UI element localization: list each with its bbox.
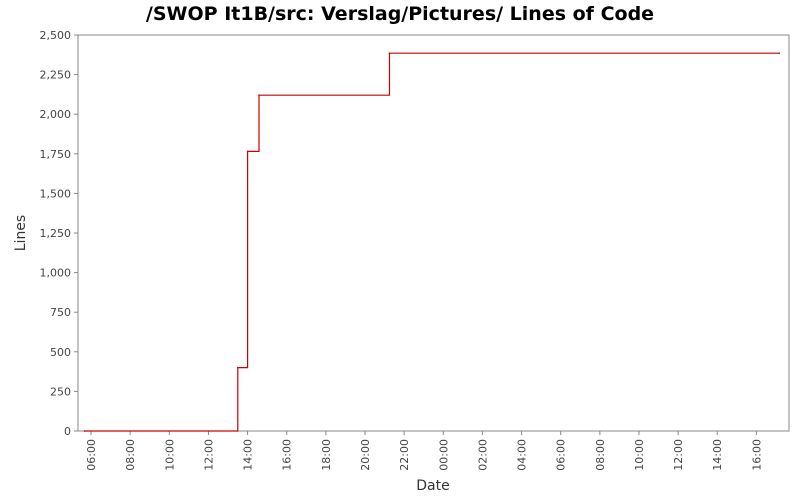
y-tick-label: 500 <box>50 346 71 359</box>
plot-area <box>77 34 790 432</box>
y-tick-label: 250 <box>50 385 71 398</box>
x-tick-label: 14:00 <box>711 439 724 471</box>
y-axis-label: Lines <box>13 215 29 251</box>
x-tick-label: 08:00 <box>594 439 607 471</box>
x-tick-label: 08:00 <box>124 439 137 471</box>
x-tick-label: 12:00 <box>202 439 215 471</box>
x-tick-label: 10:00 <box>633 439 646 471</box>
data-point <box>237 366 239 369</box>
series-layer <box>83 52 781 432</box>
chart-title: /SWOP It1B/src: Verslag/Pictures/ Lines … <box>146 3 654 25</box>
data-point <box>258 94 260 96</box>
data-point <box>83 430 86 432</box>
y-axis: 0 250 500 750 1,000 1,250 1,500 1,750 2,000 2,250… <box>40 29 78 438</box>
x-tick-label: 00:00 <box>437 439 450 471</box>
x-tick-label: 06:00 <box>85 439 98 471</box>
y-tick-label: 1,500 <box>40 187 72 200</box>
x-tick-label: 10:00 <box>163 439 176 471</box>
x-tick-label: 16:00 <box>750 439 763 471</box>
y-tick-label: 750 <box>50 306 71 319</box>
x-tick-label: 18:00 <box>320 439 333 471</box>
y-tick-label: 2,500 <box>40 29 72 42</box>
data-point <box>388 52 391 55</box>
series-line <box>84 52 780 432</box>
x-tick-label: 22:00 <box>398 439 411 471</box>
x-tick-label: 02:00 <box>476 439 489 471</box>
y-tick-label: 2,000 <box>40 108 72 121</box>
y-tick-label: 1,750 <box>40 148 72 161</box>
x-axis: 06:00 08:00 10:00 12:00 14:00 16:00 18:00 20:00… <box>85 431 763 471</box>
x-tick-label: 12:00 <box>672 439 685 471</box>
data-point <box>246 150 249 153</box>
y-tick-label: 2,250 <box>40 69 72 82</box>
y-tick-label: 1,250 <box>40 227 72 240</box>
x-tick-label: 14:00 <box>242 439 255 471</box>
y-tick-label: 0 <box>64 425 71 438</box>
data-point <box>778 52 781 55</box>
x-tick-label: 20:00 <box>359 439 372 471</box>
x-tick-label: 16:00 <box>281 439 294 471</box>
x-tick-label: 04:00 <box>516 439 529 471</box>
x-tick-label: 06:00 <box>555 439 568 471</box>
x-axis-label: Date <box>416 478 449 494</box>
y-tick-label: 1,000 <box>40 267 72 280</box>
